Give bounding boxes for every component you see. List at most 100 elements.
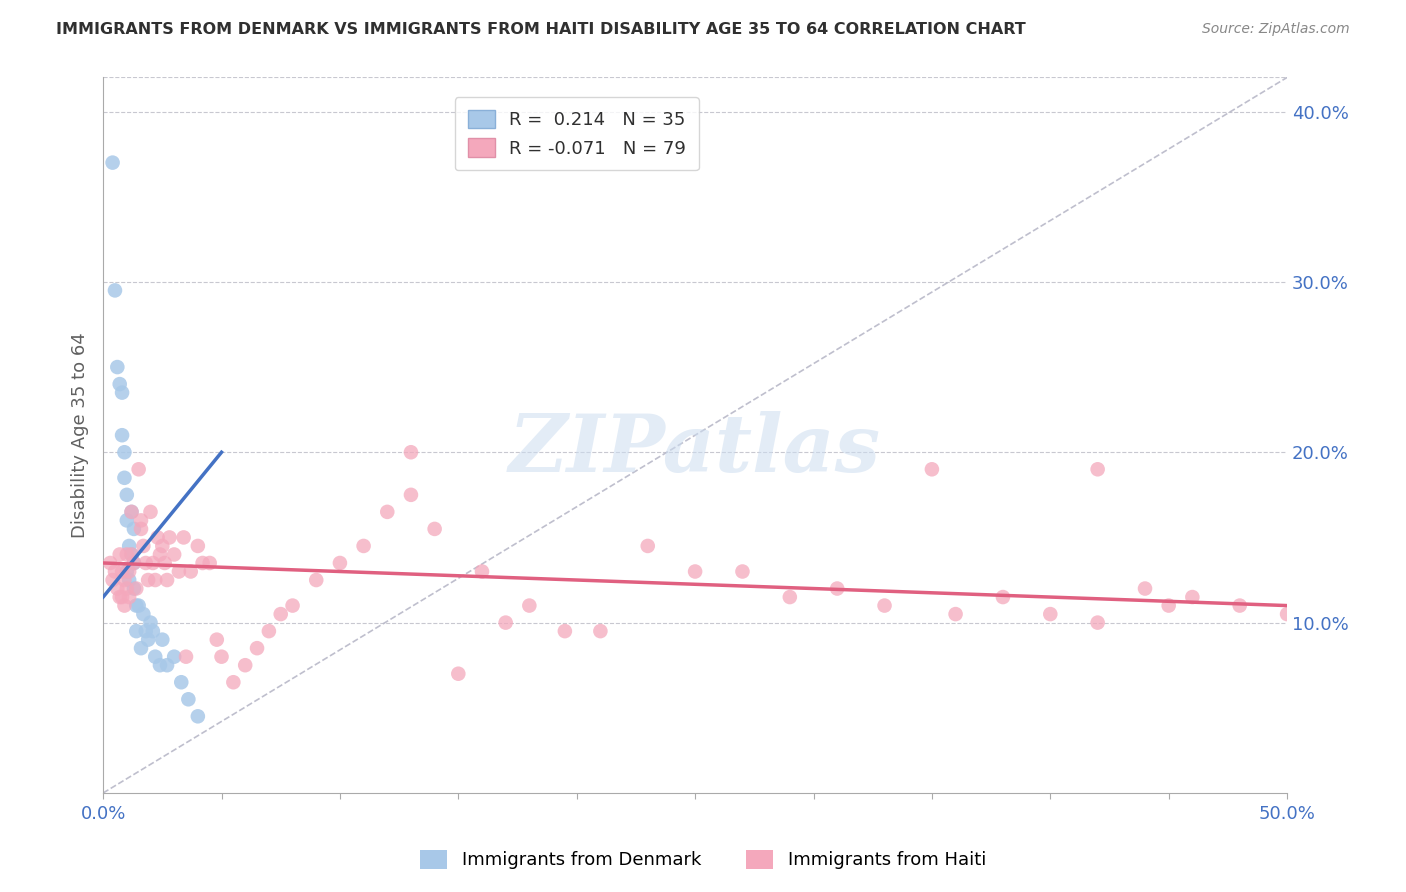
Point — [125, 599, 148, 613]
Point — [111, 385, 134, 400]
Point — [122, 556, 145, 570]
Point — [128, 462, 150, 476]
Point — [142, 556, 165, 570]
Point — [114, 573, 136, 587]
Point — [104, 284, 127, 298]
Point — [177, 692, 200, 706]
Point — [205, 632, 228, 647]
Point — [167, 565, 190, 579]
Point — [105, 582, 128, 596]
Point — [399, 445, 422, 459]
Point — [129, 641, 152, 656]
Point — [731, 565, 754, 579]
Point — [187, 709, 209, 723]
Point — [115, 513, 138, 527]
Point — [132, 539, 155, 553]
Y-axis label: Disability Age 35 to 64: Disability Age 35 to 64 — [72, 333, 89, 538]
Point — [211, 649, 233, 664]
Point — [163, 548, 186, 562]
Point — [108, 548, 131, 562]
Point — [105, 360, 128, 375]
Point — [163, 649, 186, 664]
Point — [1275, 607, 1298, 621]
Point — [353, 539, 375, 553]
Point — [447, 666, 470, 681]
Point — [118, 573, 141, 587]
Point — [114, 445, 136, 459]
Point — [111, 565, 134, 579]
Legend: R =  0.214   N = 35, R = -0.071   N = 79: R = 0.214 N = 35, R = -0.071 N = 79 — [456, 97, 699, 170]
Point — [115, 548, 138, 562]
Point — [149, 658, 172, 673]
Text: Source: ZipAtlas.com: Source: ZipAtlas.com — [1202, 22, 1350, 37]
Point — [143, 573, 166, 587]
Point — [146, 530, 169, 544]
Point — [132, 607, 155, 621]
Point — [1087, 615, 1109, 630]
Point — [115, 565, 138, 579]
Point — [118, 590, 141, 604]
Point — [150, 539, 173, 553]
Point — [118, 539, 141, 553]
Point — [471, 565, 494, 579]
Point — [257, 624, 280, 639]
Point — [136, 573, 159, 587]
Point — [135, 556, 157, 570]
Point — [270, 607, 292, 621]
Point — [873, 599, 896, 613]
Point — [125, 582, 148, 596]
Point — [174, 649, 197, 664]
Point — [495, 615, 517, 630]
Point — [129, 513, 152, 527]
Point — [170, 675, 193, 690]
Text: IMMIGRANTS FROM DENMARK VS IMMIGRANTS FROM HAITI DISABILITY AGE 35 TO 64 CORRELA: IMMIGRANTS FROM DENMARK VS IMMIGRANTS FR… — [56, 22, 1026, 37]
Point — [198, 556, 221, 570]
Point — [423, 522, 446, 536]
Point — [233, 658, 256, 673]
Point — [142, 624, 165, 639]
Point — [125, 624, 148, 639]
Point — [329, 556, 352, 570]
Point — [139, 505, 162, 519]
Point — [108, 377, 131, 392]
Point — [143, 649, 166, 664]
Point — [921, 462, 943, 476]
Point — [156, 658, 179, 673]
Point — [779, 590, 801, 604]
Point — [1181, 590, 1204, 604]
Point — [104, 565, 127, 579]
Point — [98, 556, 121, 570]
Point — [115, 582, 138, 596]
Point — [517, 599, 540, 613]
Point — [825, 582, 848, 596]
Point — [149, 548, 172, 562]
Point — [1133, 582, 1156, 596]
Point — [111, 428, 134, 442]
Legend: Immigrants from Denmark, Immigrants from Haiti: Immigrants from Denmark, Immigrants from… — [411, 841, 995, 879]
Point — [108, 590, 131, 604]
Point — [991, 590, 1014, 604]
Point — [122, 556, 145, 570]
Point — [136, 632, 159, 647]
Point — [281, 599, 304, 613]
Point — [101, 573, 124, 587]
Point — [305, 573, 328, 587]
Point — [153, 556, 176, 570]
Point — [683, 565, 706, 579]
Point — [1229, 599, 1251, 613]
Point — [121, 548, 143, 562]
Point — [128, 599, 150, 613]
Point — [111, 590, 134, 604]
Point — [180, 565, 202, 579]
Point — [114, 471, 136, 485]
Point — [1087, 462, 1109, 476]
Point — [139, 615, 162, 630]
Point — [122, 582, 145, 596]
Point — [118, 565, 141, 579]
Point — [122, 522, 145, 536]
Point — [246, 641, 269, 656]
Point — [156, 573, 179, 587]
Point — [115, 488, 138, 502]
Point — [150, 632, 173, 647]
Point — [114, 599, 136, 613]
